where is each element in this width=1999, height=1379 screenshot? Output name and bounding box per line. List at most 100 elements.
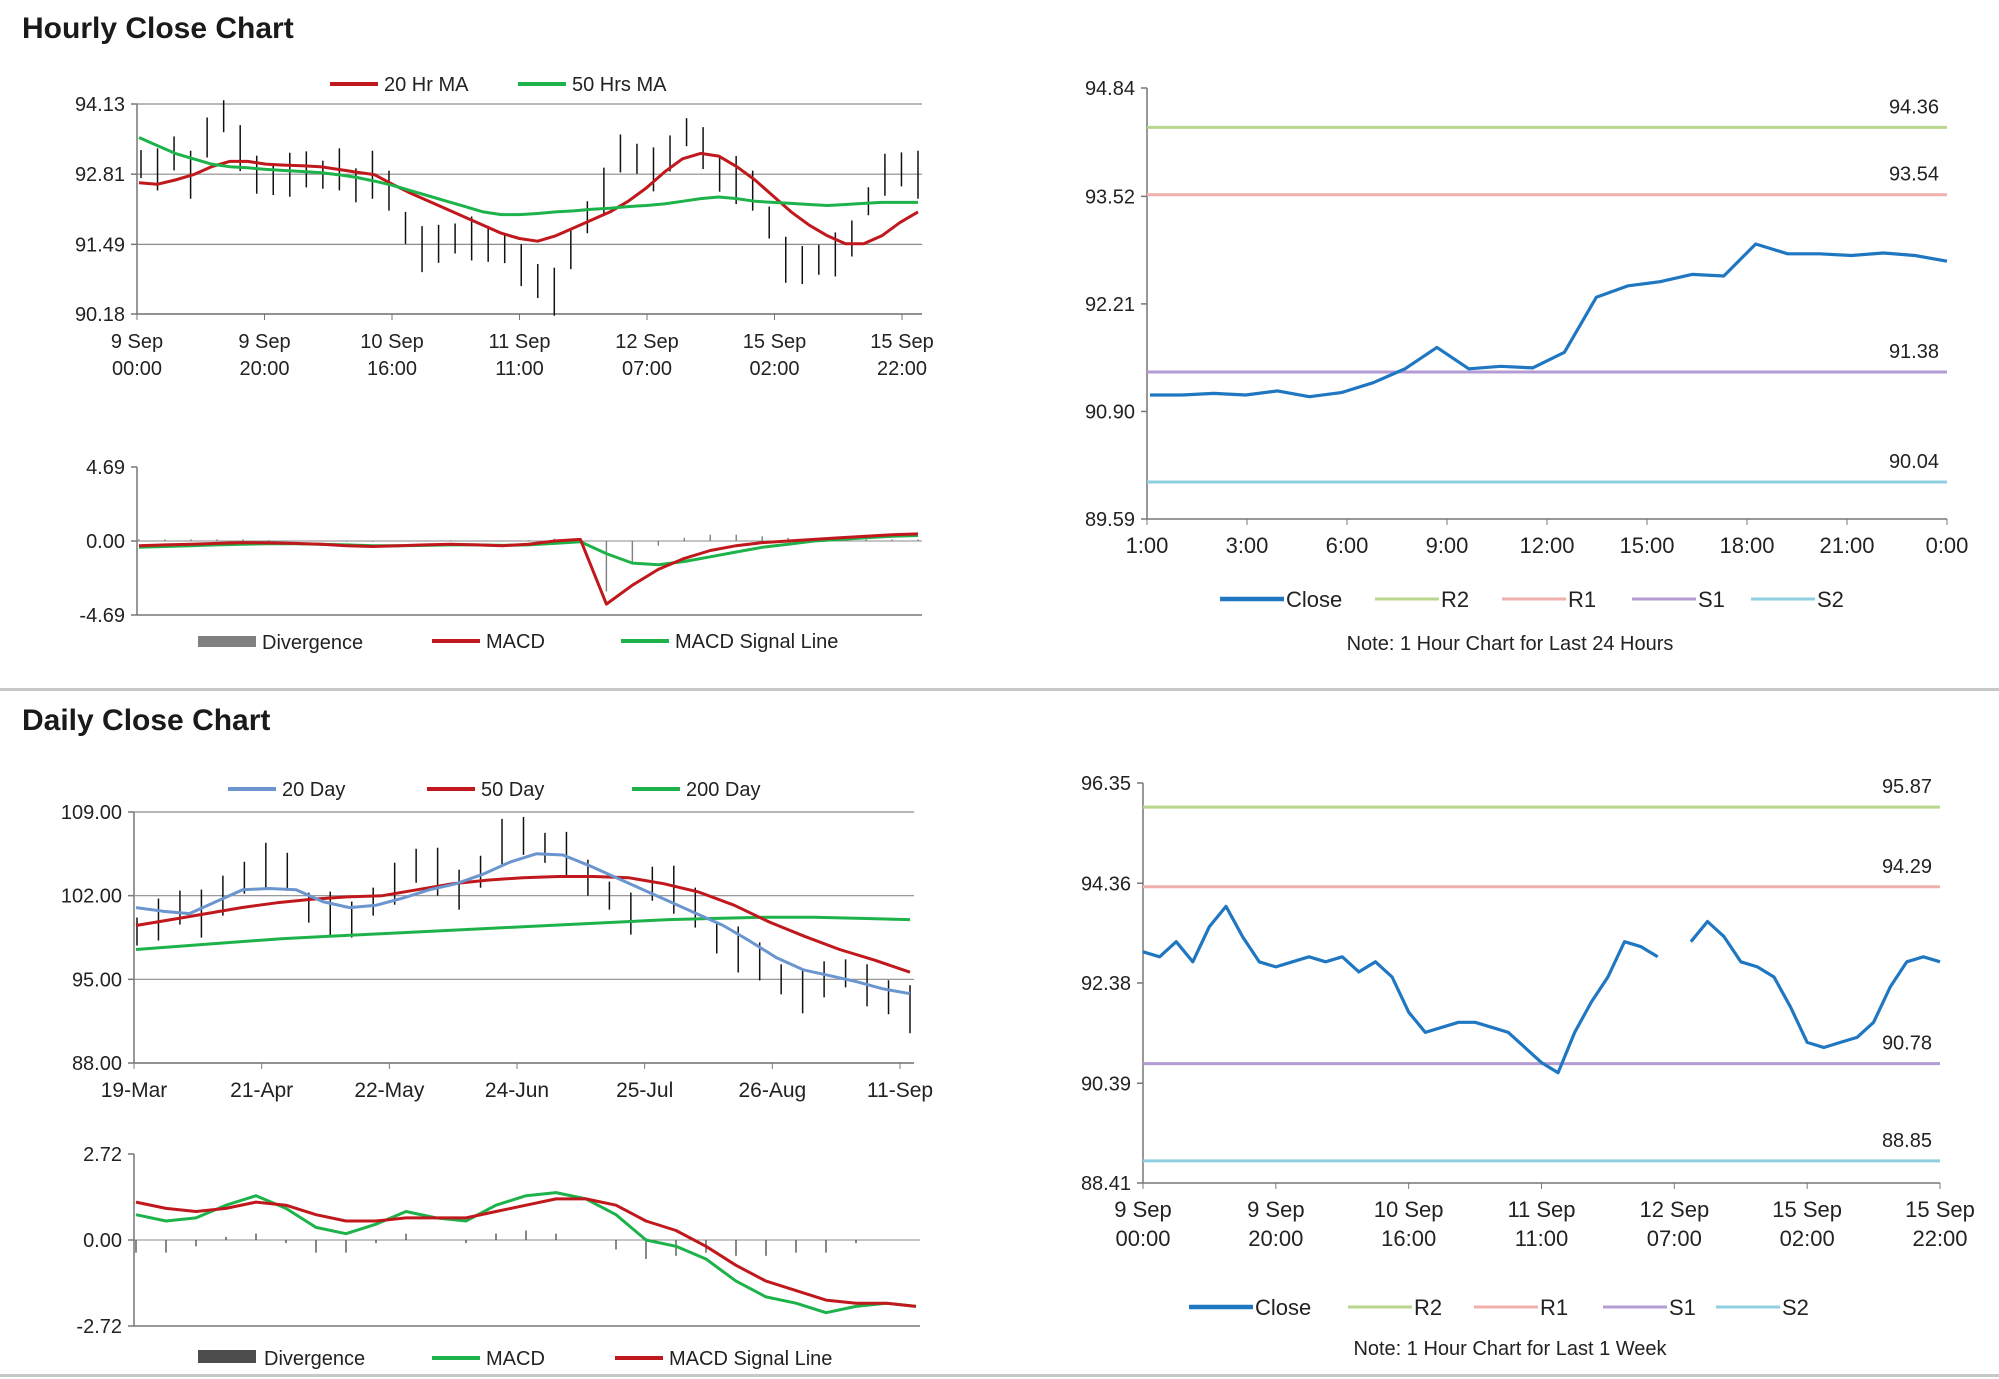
- daily-pivot-note: Note: 1 Hour Chart for Last 1 Week: [1353, 1338, 1667, 1360]
- daily-price-x-tick-label: 21-Apr: [230, 1079, 293, 1102]
- daily-price-y-tick-label: 109.00: [61, 802, 122, 824]
- daily-price-x-tick-label: 25-Jul: [616, 1079, 673, 1102]
- hourly-price-x-tick-label: 9 Sep: [111, 331, 163, 353]
- hourly-price-x-tick-label: 02:00: [749, 358, 799, 380]
- daily-pivot-x-tick-label: 10 Sep: [1374, 1197, 1444, 1222]
- hourly-ma-line-1: [138, 151, 919, 246]
- hourly-pivot-y-tick-label: 90.90: [1085, 401, 1135, 423]
- hourly-price-x-tick-label: 10 Sep: [360, 331, 423, 353]
- hourly-price-x-tick-label: 16:00: [367, 358, 417, 380]
- daily-legend-divergence-swatch: [198, 1350, 256, 1363]
- daily-pivot-x-tick-label: 15 Sep: [1905, 1197, 1975, 1222]
- hourly-macd-line: [138, 532, 919, 606]
- daily-pivot-x-tick-label: 15 Sep: [1772, 1197, 1842, 1222]
- daily-macd-y-tick-label: 2.72: [83, 1144, 122, 1166]
- daily-200day-line: [135, 915, 911, 951]
- hourly-pivot-level-label-s1: 91.38: [1889, 341, 1939, 363]
- hourly-price-x-tick-label: 20:00: [239, 358, 289, 380]
- hourly-pivot-x-tick-label: 6:00: [1326, 533, 1369, 558]
- hourly-pivot-level-label-s2: 90.04: [1889, 451, 1939, 473]
- daily-legend-20day-label: 20 Day: [282, 779, 345, 801]
- hourly-pivot-x-tick-label: 15:00: [1619, 533, 1674, 558]
- hourly-macd-y-tick-label: 0.00: [86, 531, 125, 553]
- hourly-price-x-tick-label: 11 Sep: [489, 331, 551, 353]
- daily-pivot-x-tick-label: 11:00: [1515, 1226, 1568, 1251]
- daily-pivot-level-label-s2: 88.85: [1882, 1130, 1932, 1152]
- hourly-pivot-y-tick-label: 93.52: [1085, 186, 1135, 208]
- hourly-price-y-tick-label: 90.18: [75, 304, 125, 326]
- daily-pivot-y-tick-label: 90.39: [1081, 1073, 1131, 1095]
- daily-pivot-legend-close-label: Close: [1255, 1295, 1311, 1320]
- hourly-pivot-close-line: [1150, 242, 1948, 399]
- daily-pivot-y-tick-label: 92.38: [1081, 973, 1131, 995]
- daily-pivot-x-tick-label: 07:00: [1647, 1226, 1702, 1251]
- hourly-macd-y-tick-label: 4.69: [86, 457, 125, 479]
- daily-pivot-x-tick-label: 20:00: [1248, 1226, 1303, 1251]
- hourly-pivot-legend-s2-label: S2: [1817, 587, 1844, 612]
- hourly-legend-macd-signal-label: MACD Signal Line: [675, 631, 838, 653]
- daily-pivot-legend-r2-label: R2: [1414, 1295, 1442, 1320]
- daily-pivot-x-tick-label: 02:00: [1780, 1226, 1835, 1251]
- hourly-pivot-legend-r1-label: R1: [1568, 587, 1596, 612]
- hourly-pivot-x-tick-label: 21:00: [1819, 533, 1874, 558]
- hourly-pivot-x-tick-label: 1:00: [1126, 533, 1169, 558]
- daily-price-x-tick-label: 26-Aug: [738, 1079, 806, 1102]
- daily-pivot-level-label-s1: 90.78: [1882, 1033, 1932, 1055]
- hourly-pivot-legend-s1-label: S1: [1698, 587, 1725, 612]
- hourly-pivot-legend-r2-label: R2: [1441, 587, 1469, 612]
- daily-pivot-y-tick-label: 96.35: [1081, 773, 1131, 795]
- hourly-pivot-x-tick-label: 12:00: [1519, 533, 1574, 558]
- hourly-price-x-tick-label: 15 Sep: [743, 331, 806, 353]
- hourly-price-x-tick-label: 15 Sep: [870, 331, 933, 353]
- daily-price-x-tick-label: 22-May: [354, 1079, 425, 1102]
- hourly-pivot-level-label-r1: 93.54: [1889, 164, 1939, 186]
- hourly-legend-50hrs-ma-label: 50 Hrs MA: [572, 74, 667, 96]
- hourly-price-y-tick-label: 91.49: [75, 234, 125, 256]
- hourly-pivot-x-tick-label: 18:00: [1719, 533, 1774, 558]
- daily-price-y-tick-label: 88.00: [72, 1053, 122, 1075]
- daily-pivot-x-tick-label: 22:00: [1912, 1226, 1967, 1251]
- hourly-price-x-tick-label: 22:00: [877, 358, 927, 380]
- daily-20day-line: [135, 852, 911, 996]
- hourly-macd-y-tick-label: -4.69: [79, 605, 125, 627]
- daily-legend-macd-label: MACD: [486, 1348, 545, 1370]
- daily-price-y-tick-label: 102.00: [61, 886, 122, 908]
- daily-pivot-legend-r1-label: R1: [1540, 1295, 1568, 1320]
- daily-pivot-legend-s1-label: S1: [1669, 1295, 1696, 1320]
- daily-pivot-y-tick-label: 88.41: [1081, 1173, 1131, 1195]
- hourly-legend-divergence-swatch: [198, 636, 256, 647]
- hourly-pivot-x-tick-label: 9:00: [1426, 533, 1469, 558]
- daily-pivot-x-tick-label: 00:00: [1115, 1226, 1170, 1251]
- hourly-section-title: Hourly Close Chart: [22, 12, 294, 45]
- daily-pivot-x-tick-label: 9 Sep: [1247, 1197, 1305, 1222]
- daily-macd-y-tick-label: 0.00: [83, 1230, 122, 1252]
- daily-pivot-level-label-r2: 95.87: [1882, 776, 1932, 798]
- hourly-price-x-tick-label: 11:00: [495, 358, 544, 380]
- hourly-pivot-level-label-r2: 94.36: [1889, 96, 1939, 118]
- daily-pivot-legend-s2-label: S2: [1782, 1295, 1809, 1320]
- hourly-legend-macd-label: MACD: [486, 631, 545, 653]
- hourly-price-x-tick-label: 12 Sep: [615, 331, 678, 353]
- daily-pivot-y-tick-label: 94.36: [1081, 873, 1131, 895]
- daily-price-x-tick-label: 11-Sep: [867, 1079, 933, 1102]
- daily-legend-divergence-label: Divergence: [264, 1348, 365, 1370]
- hourly-pivot-y-tick-label: 94.84: [1085, 78, 1135, 100]
- hourly-price-x-tick-label: 9 Sep: [238, 331, 290, 353]
- hourly-pivot-note: Note: 1 Hour Chart for Last 24 Hours: [1347, 633, 1674, 655]
- daily-price-x-tick-label: 24-Jun: [485, 1079, 549, 1102]
- daily-pivot-close-line: [1142, 904, 1941, 1075]
- daily-macd-signal-line: [135, 1197, 917, 1308]
- hourly-pivot-x-tick-label: 0:00: [1926, 533, 1969, 558]
- hourly-legend-20hr-ma-label: 20 Hr MA: [384, 74, 469, 96]
- daily-50day-line: [135, 875, 911, 974]
- hourly-price-x-tick-label: 07:00: [622, 358, 672, 380]
- daily-legend-50day-label: 50 Day: [481, 779, 544, 801]
- daily-pivot-level-label-r1: 94.29: [1882, 856, 1932, 878]
- hourly-price-x-tick-label: 00:00: [112, 358, 162, 380]
- hourly-legend-divergence-label: Divergence: [262, 632, 363, 654]
- hourly-pivot-legend-close-label: Close: [1286, 587, 1342, 612]
- daily-pivot-x-tick-label: 16:00: [1381, 1226, 1436, 1251]
- hourly-pivot-y-tick-label: 92.21: [1085, 294, 1135, 316]
- daily-legend-200day-label: 200 Day: [686, 779, 761, 801]
